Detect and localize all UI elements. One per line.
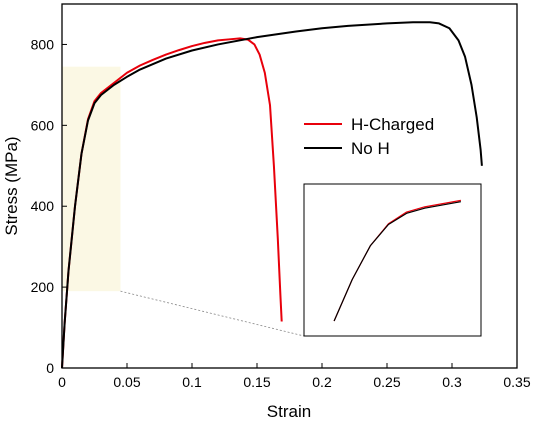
zoom-connector-line	[120, 290, 305, 337]
legend-box	[298, 108, 446, 161]
inset-zoom-panel	[303, 183, 482, 337]
zoom-source-region	[62, 66, 121, 292]
y-axis-title: Stress (MPa)	[2, 136, 21, 235]
y-tick-label: 800	[31, 36, 55, 52]
x-tick-label: 0.05	[113, 374, 140, 390]
legend-label-no-h: No H	[351, 139, 390, 158]
x-tick-label: 0.35	[503, 374, 530, 390]
y-tick-label: 400	[31, 198, 55, 214]
x-axis-title: Strain	[267, 402, 311, 421]
inset-frame	[303, 183, 482, 337]
x-tick-label: 0.1	[182, 374, 202, 390]
x-tick-label: 0.2	[312, 374, 332, 390]
plot-frame	[61, 3, 518, 369]
y-tick-label: 600	[31, 117, 55, 133]
legend: H-Charged No H	[298, 108, 446, 161]
zoom-region-layer	[62, 66, 305, 337]
y-tick-label: 0	[46, 360, 54, 376]
x-tick-label: 0.15	[243, 374, 270, 390]
y-tick-label: 200	[31, 279, 55, 295]
series-line-no-h	[61, 21, 483, 369]
x-tick-label: 0	[58, 374, 66, 390]
x-tick-label: 0.25	[373, 374, 400, 390]
legend-label-h-charged: H-Charged	[351, 115, 434, 134]
inset-series-line-no-h	[333, 201, 461, 322]
ticks-layer: 0 0.05 0.1 0.15 0.2 0.25 0.3 0.35 0 200 400 600 800	[31, 36, 531, 390]
series-layer	[61, 21, 483, 369]
x-tick-label: 0.3	[442, 374, 462, 390]
